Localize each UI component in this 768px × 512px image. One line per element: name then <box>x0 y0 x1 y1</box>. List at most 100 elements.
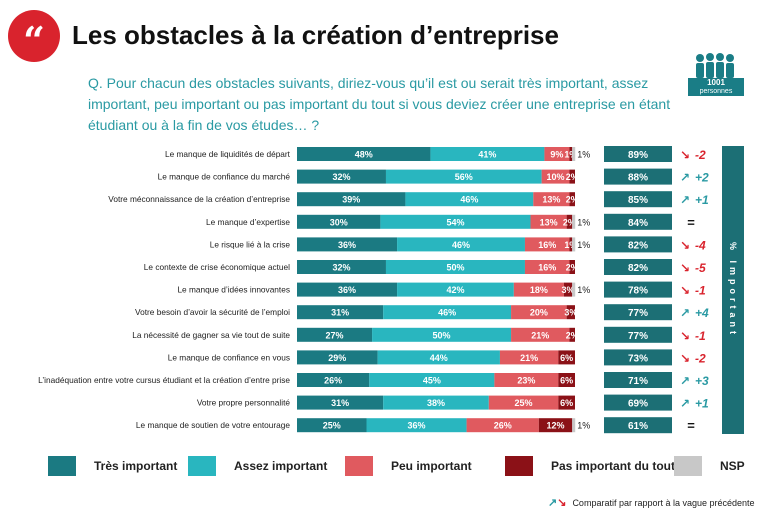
bar-value-label: 1% <box>564 240 577 250</box>
bar-segment <box>558 395 575 410</box>
bar-value-label: 23% <box>517 376 535 386</box>
category-label: Le manque de confiance du marché <box>158 172 291 182</box>
legend-label: Pas important du tout <box>551 459 675 473</box>
bar-value-label: 32% <box>332 172 350 182</box>
bar-value-label: 56% <box>455 172 473 182</box>
category-label: Le manque d’expertise <box>206 217 290 227</box>
quote-icon: “ <box>8 10 60 63</box>
bar-value-label: 20% <box>530 308 548 318</box>
trend-arrows-icon: ↗↘ <box>548 497 567 509</box>
bar-value-label: 46% <box>460 195 478 205</box>
bar-value-label: 2% <box>566 172 579 182</box>
trend-value: +1 <box>695 397 709 411</box>
bar-value-label: 6% <box>560 376 573 386</box>
bar-value-label: 21% <box>531 330 549 340</box>
bar-segment <box>511 327 570 342</box>
trend-down-icon: ↘ <box>680 284 690 298</box>
bar-segment <box>385 260 525 274</box>
bar-value-label: 26% <box>324 376 342 386</box>
bar-segment <box>297 237 398 252</box>
bar-value-label: 25% <box>515 398 533 408</box>
bar-value-label: 31% <box>331 398 349 408</box>
category-label: Le contexte de crise économique actuel <box>144 262 290 272</box>
bar-value-label: 13% <box>542 195 560 205</box>
bar-value-label: 18% <box>530 285 548 295</box>
bar-value-label: 13% <box>540 217 558 227</box>
category-label: Le manque de confiance en vous <box>168 352 290 362</box>
bar-segment <box>533 192 570 207</box>
important-side-label: % Important <box>722 146 744 434</box>
trend-value: -2 <box>695 148 706 162</box>
bar-value-label: 54% <box>446 217 464 227</box>
bar-segment <box>297 214 381 229</box>
bar-segment <box>524 260 570 274</box>
category-label: Votre besoin d’avoir la sécurité de l’em… <box>135 307 290 317</box>
legend-item: NSP <box>674 456 745 476</box>
category-label: Le manque de soutien de votre entourage <box>136 420 290 430</box>
bar-value-label: 6% <box>560 398 573 408</box>
trend-up-icon: ↗ <box>680 171 690 185</box>
bar-value-label: 38% <box>427 398 445 408</box>
bar-value-label: 2% <box>566 330 579 340</box>
trend-value: -2 <box>695 351 706 365</box>
bar-segment <box>297 260 386 274</box>
nsp-value-label: 1% <box>577 150 590 160</box>
bar-segment <box>366 418 467 433</box>
nsp-value-label: 1% <box>577 240 590 250</box>
bar-segment <box>297 282 398 297</box>
bar-segment <box>511 305 567 320</box>
total-box <box>604 236 672 253</box>
bar-segment <box>369 373 495 387</box>
trend-value: +2 <box>695 171 709 185</box>
bar-value-label: 3% <box>562 285 575 295</box>
bar-value-label: 30% <box>330 217 348 227</box>
bar-segment <box>466 418 539 433</box>
total-value: 71% <box>628 376 648 387</box>
bar-segment <box>383 305 512 320</box>
trend-equal: = <box>687 215 695 230</box>
legend-swatch <box>345 456 373 476</box>
bar-segment <box>405 192 534 207</box>
bar-segment <box>380 214 531 229</box>
bar-segment <box>566 214 573 229</box>
bar-segment <box>385 169 542 184</box>
total-box <box>604 168 672 185</box>
bar-segment <box>488 395 559 410</box>
bar-value-label: 36% <box>408 421 426 431</box>
bar-segment <box>569 260 575 274</box>
total-box <box>604 417 672 434</box>
bar-segment <box>566 305 575 320</box>
trend-up-icon: ↗ <box>680 397 690 411</box>
total-box <box>604 259 672 275</box>
total-value: 78% <box>628 286 648 297</box>
nsp-value-label: 1% <box>577 285 590 295</box>
trend-up-icon: ↗ <box>680 193 690 207</box>
bar-value-label: 32% <box>332 263 350 273</box>
trend-value: -5 <box>695 261 706 275</box>
bar-value-label: 42% <box>446 285 464 295</box>
trend-up-icon: ↗ <box>680 374 690 388</box>
sample-label: personnes <box>699 88 733 95</box>
bar-value-label: 36% <box>338 240 356 250</box>
bar-value-label: 10% <box>547 172 565 182</box>
bar-segment <box>563 282 573 297</box>
bar-value-label: 36% <box>338 285 356 295</box>
bar-segment <box>558 350 575 365</box>
bar-segment <box>297 147 431 161</box>
total-value: 61% <box>628 421 648 432</box>
bar-segment <box>569 192 575 207</box>
bar-segment <box>297 305 384 320</box>
bar-segment <box>541 169 570 184</box>
total-box <box>604 191 672 208</box>
bar-value-label: 1% <box>564 150 577 160</box>
survey-question: Q. Pour chacun des obstacles suivants, d… <box>88 75 671 133</box>
category-label: Le manque de liquidités de départ <box>165 149 291 159</box>
trend-down-icon: ↘ <box>680 351 690 365</box>
total-value: 77% <box>628 308 648 319</box>
bar-segment-nsp <box>572 237 576 252</box>
bar-segment <box>372 327 512 342</box>
trend-value: -1 <box>695 284 706 298</box>
bar-value-label: 9% <box>550 150 563 160</box>
bar-value-label: 26% <box>494 421 512 431</box>
total-value: 82% <box>628 263 648 274</box>
